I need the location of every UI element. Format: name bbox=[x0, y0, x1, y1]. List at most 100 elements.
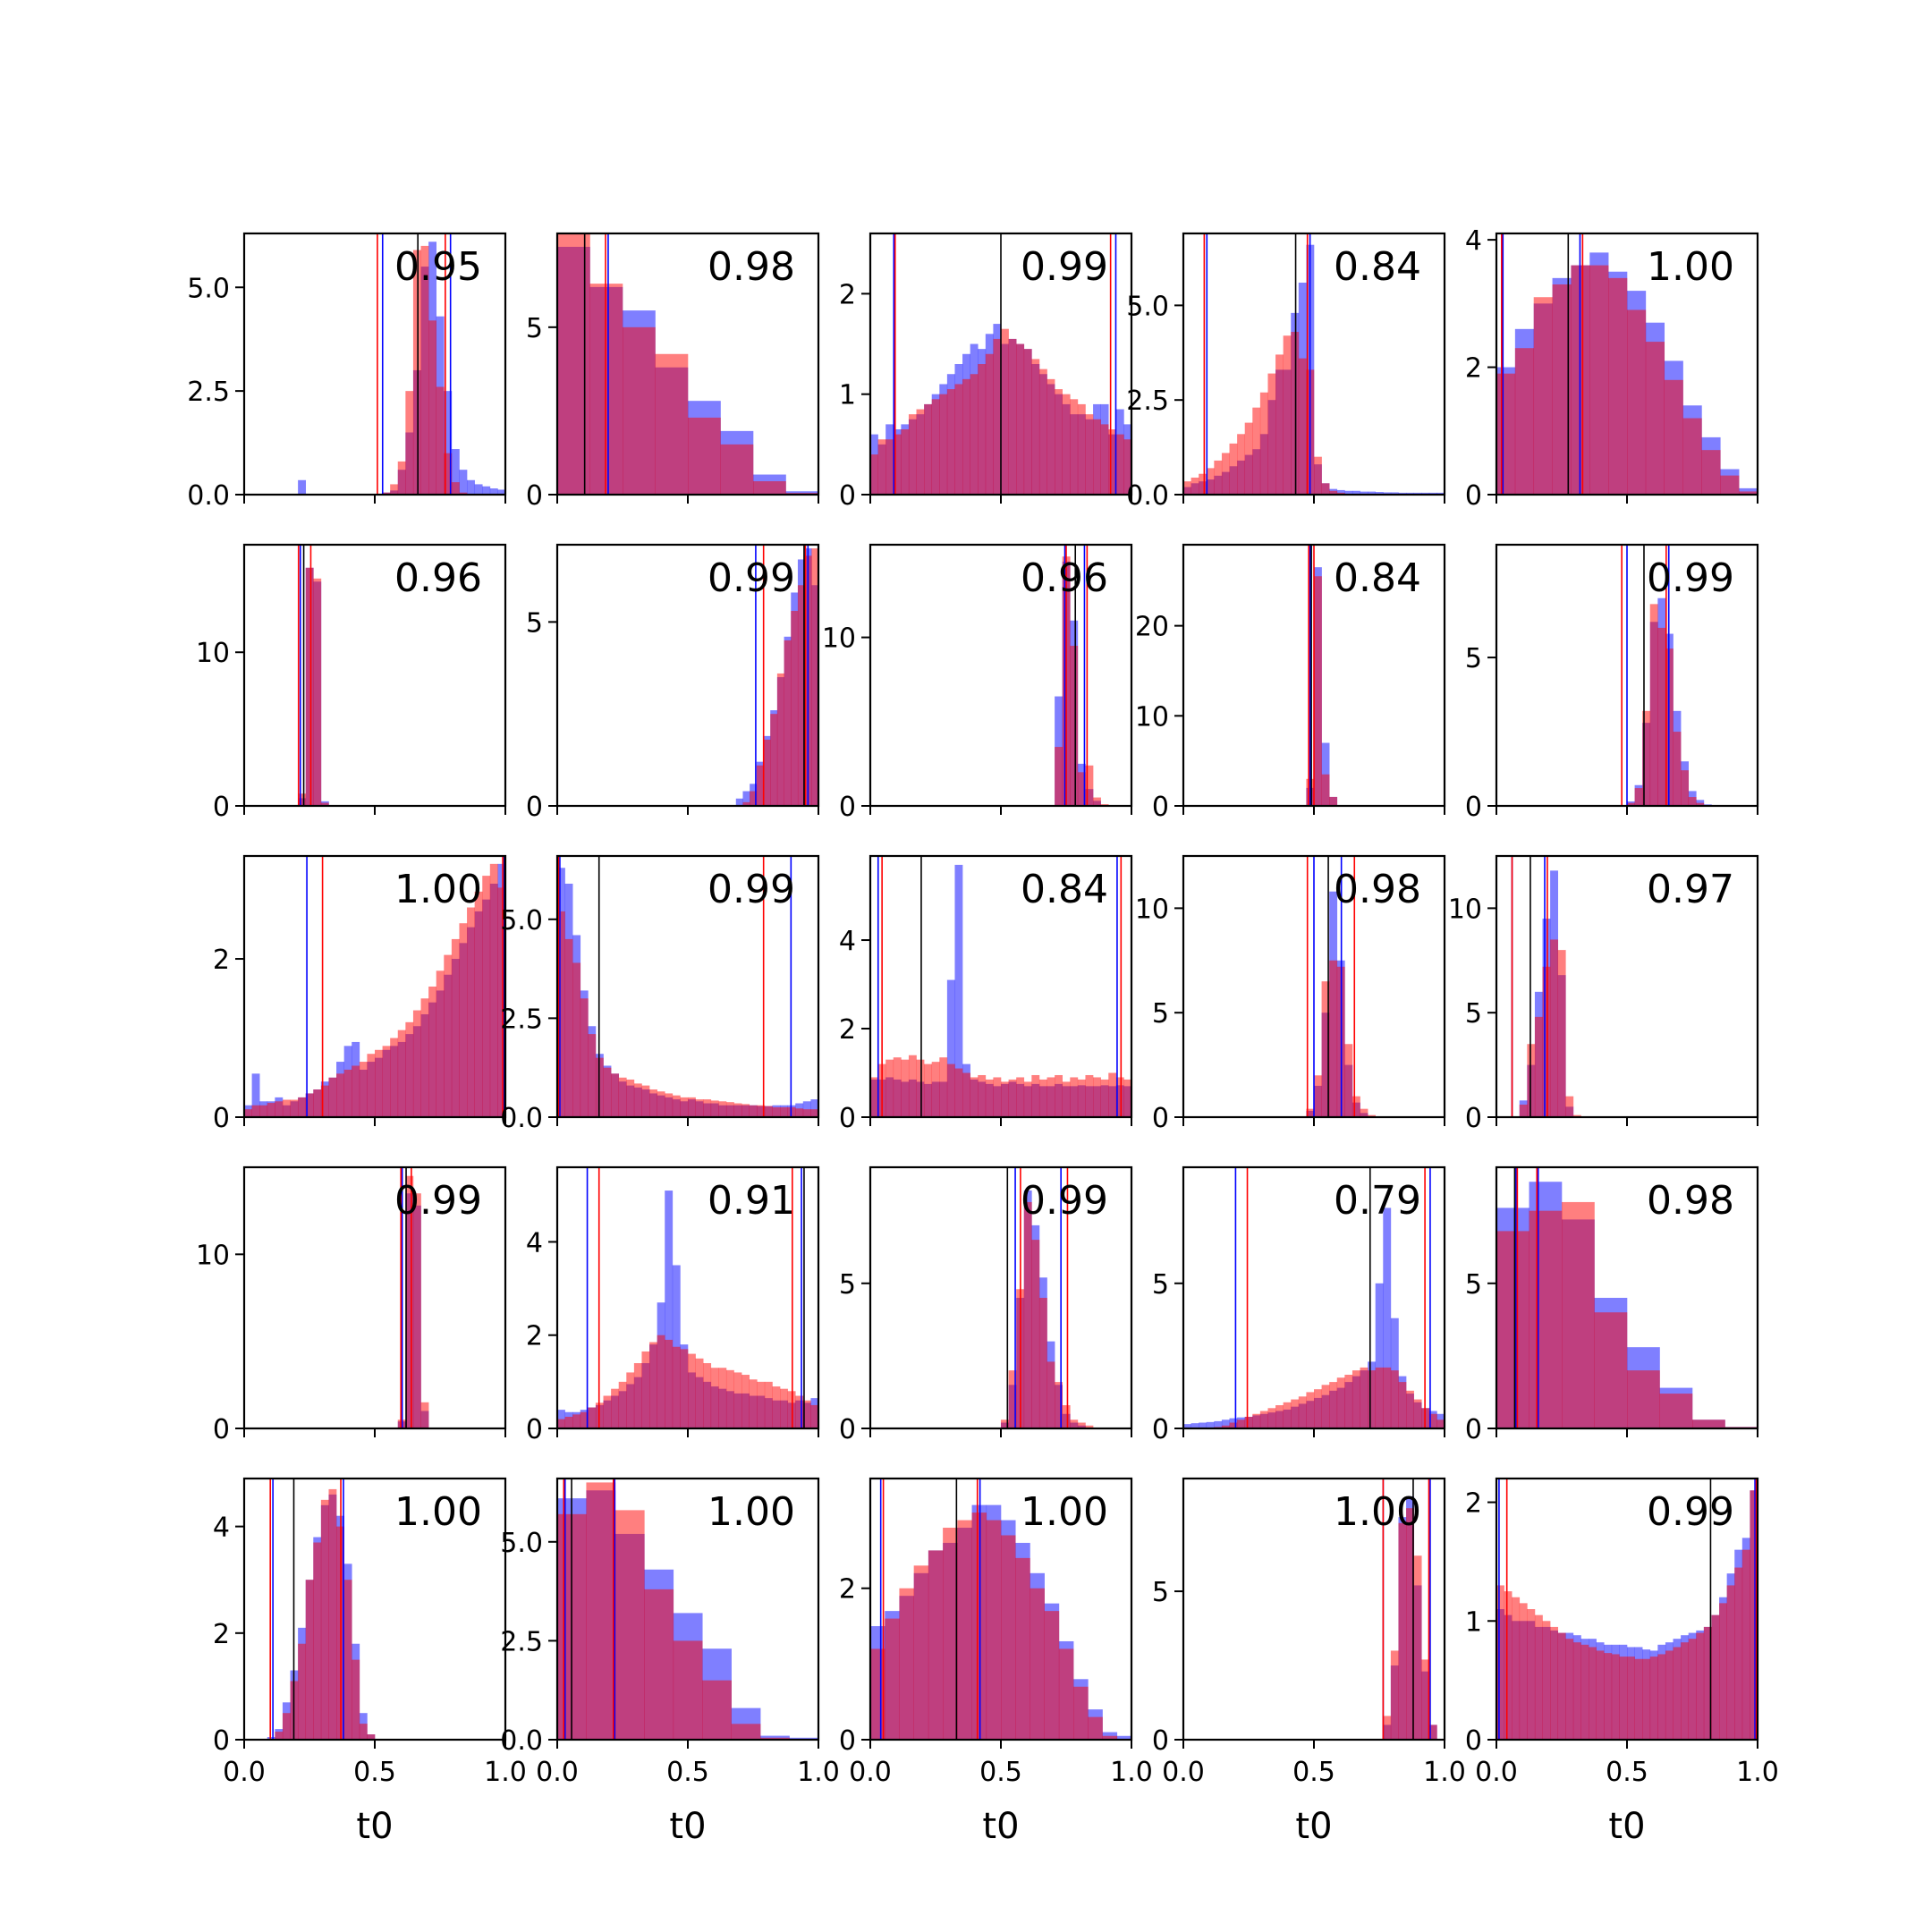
red-bar bbox=[336, 1073, 344, 1117]
y-tick-label: 0 bbox=[839, 1103, 856, 1134]
red-bar bbox=[1542, 1621, 1551, 1740]
red-bar bbox=[1589, 1647, 1597, 1740]
red-bar bbox=[1329, 960, 1338, 1117]
red-bar bbox=[320, 1085, 329, 1117]
red-bar bbox=[397, 461, 406, 495]
red-bar bbox=[1001, 1535, 1016, 1740]
y-tick-label: 0 bbox=[213, 1414, 230, 1445]
red-bar bbox=[802, 1400, 811, 1428]
red-bar bbox=[611, 1388, 620, 1428]
red-bar bbox=[1306, 1392, 1315, 1428]
red-bar bbox=[1428, 1413, 1437, 1428]
red-bar bbox=[251, 1105, 260, 1117]
red-bar bbox=[1692, 1419, 1725, 1428]
red-bar bbox=[428, 320, 437, 495]
red-bar bbox=[764, 1381, 773, 1428]
red-bar bbox=[1183, 481, 1191, 495]
blue-bar bbox=[467, 479, 475, 495]
red-bar bbox=[741, 1375, 750, 1428]
red-bar bbox=[1360, 1108, 1368, 1117]
red-bar bbox=[1673, 1647, 1682, 1740]
y-tick-label: 5 bbox=[1152, 1577, 1169, 1608]
red-bar bbox=[1565, 1639, 1574, 1740]
red-bar bbox=[1123, 1079, 1132, 1117]
red-bar bbox=[352, 1065, 360, 1117]
red-bar bbox=[733, 1103, 742, 1117]
red-bar bbox=[1100, 1079, 1109, 1117]
red-bar bbox=[1368, 1370, 1377, 1428]
red-bar bbox=[572, 962, 581, 1117]
red-bar bbox=[305, 1580, 314, 1740]
red-bar bbox=[1619, 1657, 1628, 1740]
red-bar bbox=[359, 1724, 368, 1740]
red-bar bbox=[474, 891, 483, 1117]
red-bar bbox=[390, 1038, 399, 1117]
red-bar bbox=[1496, 1585, 1504, 1740]
red-bar bbox=[811, 548, 819, 806]
histogram-panel-10: 050.99 bbox=[1465, 543, 1759, 823]
red-bar bbox=[320, 1499, 329, 1740]
red-bar bbox=[359, 1062, 368, 1117]
red-bar bbox=[916, 409, 925, 495]
red-bar bbox=[1314, 576, 1322, 806]
red-bar bbox=[1062, 1081, 1071, 1117]
y-tick-label: 10 bbox=[196, 1240, 230, 1271]
panel-annotation: 0.84 bbox=[1021, 867, 1108, 912]
red-bar bbox=[1008, 338, 1017, 495]
red-bar bbox=[946, 389, 955, 495]
x-tick-label: 0.5 bbox=[1292, 1757, 1335, 1788]
y-tick-label: 2 bbox=[839, 1014, 856, 1046]
red-bar bbox=[586, 1482, 616, 1740]
red-bar bbox=[1283, 1402, 1292, 1428]
red-bar bbox=[1055, 389, 1063, 495]
blue-bar bbox=[1352, 490, 1360, 495]
y-tick-label: 5 bbox=[839, 1269, 856, 1301]
red-bar bbox=[986, 1520, 1002, 1740]
red-bar bbox=[1038, 1079, 1047, 1117]
panel-annotation: 0.79 bbox=[1334, 1178, 1421, 1224]
y-tick-label: 0 bbox=[526, 792, 543, 823]
red-bar bbox=[1649, 604, 1658, 806]
red-bar bbox=[1023, 349, 1032, 495]
blue-bar bbox=[474, 484, 483, 495]
red-bar bbox=[1073, 1686, 1089, 1740]
histogram-panel-2: 050.98 bbox=[526, 232, 820, 512]
panel-annotation: 0.99 bbox=[1647, 555, 1734, 601]
red-bar bbox=[877, 439, 886, 495]
y-tick-label: 4 bbox=[1465, 225, 1482, 257]
red-bar bbox=[1696, 1632, 1705, 1740]
red-bar bbox=[436, 386, 445, 495]
red-bar bbox=[1627, 1370, 1660, 1428]
histogram-panel-7: 050.99 bbox=[526, 543, 820, 823]
red-bar bbox=[305, 1093, 314, 1117]
red-bar bbox=[939, 394, 948, 495]
histogram-panel-1: 0.0 2.5 5.0 0.95 bbox=[187, 232, 507, 512]
red-bar bbox=[1206, 468, 1215, 495]
red-bar bbox=[412, 1193, 421, 1428]
y-tick-label: 4 bbox=[526, 1227, 543, 1258]
red-bar bbox=[1673, 732, 1682, 806]
histogram-panel-20: 050.98 bbox=[1465, 1165, 1759, 1445]
red-bar bbox=[764, 1106, 773, 1117]
red-bar bbox=[985, 1079, 994, 1117]
red-bar bbox=[459, 923, 468, 1117]
blue-bar bbox=[1336, 489, 1345, 495]
panel-annotation: 1.00 bbox=[1021, 1489, 1108, 1535]
y-tick-label: 10 bbox=[1448, 894, 1482, 925]
red-bar bbox=[1100, 424, 1109, 495]
red-bar bbox=[885, 1618, 900, 1740]
red-bar bbox=[603, 1067, 612, 1117]
red-bar bbox=[444, 954, 453, 1117]
blue-bar bbox=[267, 1737, 275, 1740]
red-bar bbox=[718, 1101, 727, 1117]
red-bar bbox=[1267, 373, 1276, 495]
red-bar bbox=[1108, 429, 1117, 495]
red-bar bbox=[420, 245, 429, 495]
histogram-panel-17: 0 2 4 0.91 bbox=[526, 1165, 820, 1445]
red-bar bbox=[1275, 1405, 1284, 1428]
red-bar bbox=[1665, 1650, 1674, 1740]
red-bar bbox=[1375, 1367, 1384, 1428]
red-bar bbox=[1703, 1626, 1712, 1740]
x-tick-label: 1.0 bbox=[1110, 1757, 1153, 1788]
